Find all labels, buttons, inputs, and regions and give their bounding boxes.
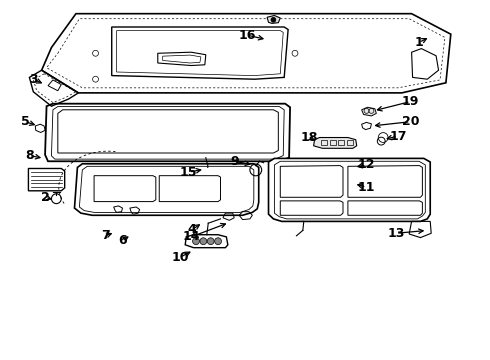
Text: 10: 10	[171, 251, 189, 264]
Text: 17: 17	[389, 130, 407, 143]
Text: 3: 3	[29, 73, 38, 86]
Text: 1: 1	[415, 36, 423, 49]
Text: 11: 11	[358, 181, 375, 194]
Text: 5: 5	[21, 115, 30, 128]
Text: 7: 7	[101, 229, 110, 242]
Text: 13: 13	[387, 227, 405, 240]
Text: 20: 20	[402, 115, 419, 128]
Text: 8: 8	[25, 149, 34, 162]
Text: 14: 14	[182, 230, 200, 243]
Text: 18: 18	[301, 131, 318, 144]
Text: 12: 12	[358, 158, 375, 171]
Polygon shape	[74, 164, 259, 215]
Polygon shape	[269, 158, 430, 221]
Polygon shape	[267, 15, 280, 23]
Text: 6: 6	[118, 234, 127, 247]
Circle shape	[193, 238, 199, 245]
Text: 2: 2	[41, 191, 49, 204]
Text: 4: 4	[188, 223, 196, 236]
Circle shape	[271, 17, 276, 22]
Polygon shape	[314, 138, 357, 148]
Text: 19: 19	[402, 95, 419, 108]
Circle shape	[215, 238, 221, 245]
Text: 9: 9	[230, 155, 239, 168]
Text: 16: 16	[239, 29, 256, 42]
Text: 15: 15	[180, 166, 197, 179]
Circle shape	[200, 238, 207, 245]
Circle shape	[207, 238, 214, 245]
Polygon shape	[362, 107, 376, 116]
